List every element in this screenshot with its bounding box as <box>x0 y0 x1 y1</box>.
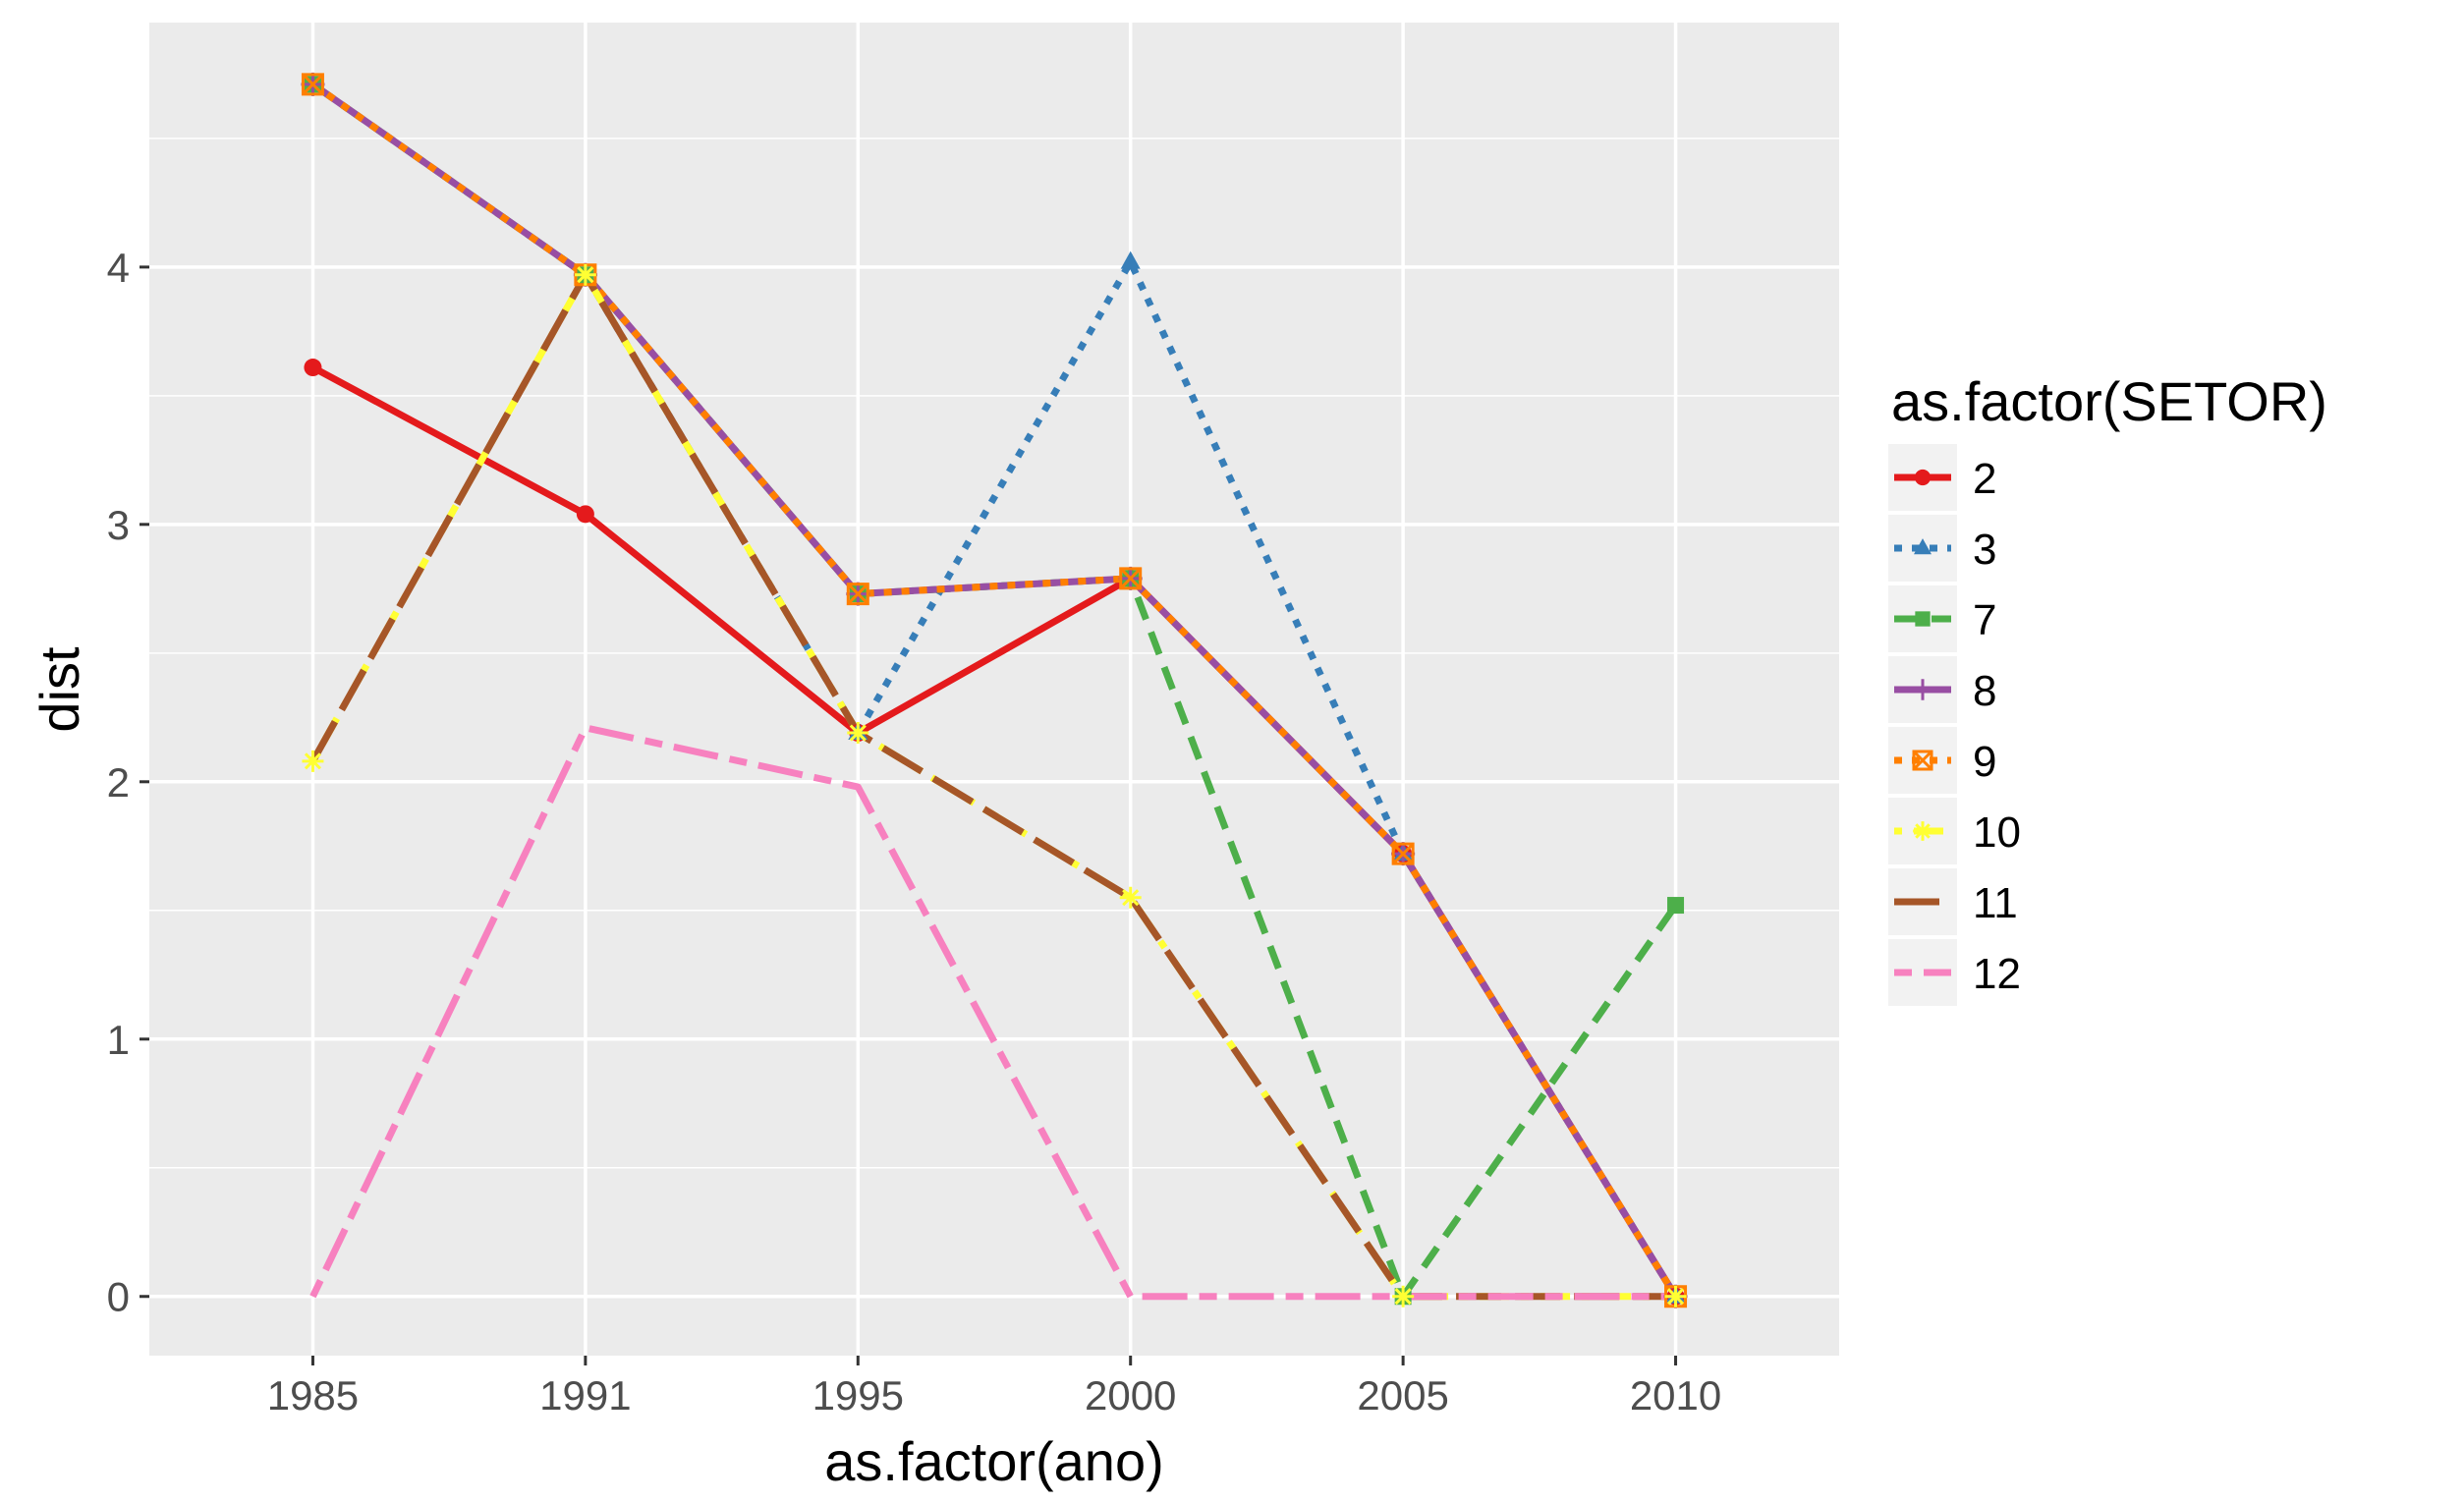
series-line-11 <box>309 271 1676 1301</box>
legend-label: 10 <box>1973 808 2021 857</box>
legend-label: 11 <box>1973 879 2018 927</box>
legend-key-marker <box>1912 679 1933 700</box>
y-tick-label: 0 <box>107 1274 130 1320</box>
point-10 <box>1664 1285 1687 1307</box>
point-10 <box>1392 1285 1415 1307</box>
series-markers <box>301 72 1688 1308</box>
x-tick-label: 1991 <box>539 1372 631 1419</box>
point-9 <box>301 73 324 96</box>
x-tick-label: 2005 <box>1357 1372 1448 1419</box>
point-10 <box>302 750 324 772</box>
point-3 <box>1120 250 1141 269</box>
y-axis: 0 1 2 3 4 <box>107 245 149 1320</box>
x-tick-label: 2000 <box>1085 1372 1176 1419</box>
point-9 <box>1119 567 1143 590</box>
y-axis-title: dist <box>28 646 90 733</box>
point-9 <box>1391 842 1415 865</box>
series-line-12 <box>309 724 1676 1301</box>
major-gridlines <box>149 23 1839 1356</box>
point-10 <box>1119 886 1142 909</box>
y-tick-label: 3 <box>107 502 130 548</box>
y-tick-label: 1 <box>107 1017 130 1063</box>
legend-key-marker <box>1914 469 1932 486</box>
x-tick-label: 2010 <box>1630 1372 1721 1419</box>
x-axis: 1985 1991 1995 2000 2005 2010 <box>267 1356 1721 1419</box>
point-10 <box>574 263 596 286</box>
legend-key-marker <box>1912 750 1933 771</box>
series-line-9 <box>310 82 1679 1299</box>
y-tick-label: 2 <box>107 759 130 806</box>
legend-key-marker <box>1914 538 1932 555</box>
point-7 <box>1667 897 1685 915</box>
legend: as.factor(SETOR) 2 3 7 8 9 10 11 12 <box>1888 370 2327 1006</box>
legend-label: 12 <box>1973 950 2021 998</box>
legend-label: 7 <box>1973 596 1996 644</box>
x-tick-label: 1985 <box>267 1372 359 1419</box>
plot-panel <box>149 23 1839 1356</box>
series-lines <box>309 82 1679 1301</box>
legend-key-marker <box>1913 821 1932 841</box>
legend-key-marker <box>1915 611 1931 627</box>
legend-title: as.factor(SETOR) <box>1891 370 2327 432</box>
x-axis-title: as.factor(ano) <box>824 1430 1164 1492</box>
x-tick-label: 1995 <box>812 1372 904 1419</box>
legend-label: 9 <box>1973 738 1996 786</box>
point-10 <box>847 722 869 745</box>
legend-label: 8 <box>1973 667 1996 715</box>
point-2 <box>304 359 322 377</box>
point-2 <box>576 505 594 524</box>
legend-label: 3 <box>1973 526 1996 574</box>
series-line-3 <box>310 82 1679 1299</box>
y-tick-label: 4 <box>107 245 130 291</box>
point-9 <box>846 583 869 606</box>
legend-label: 2 <box>1973 455 1996 503</box>
